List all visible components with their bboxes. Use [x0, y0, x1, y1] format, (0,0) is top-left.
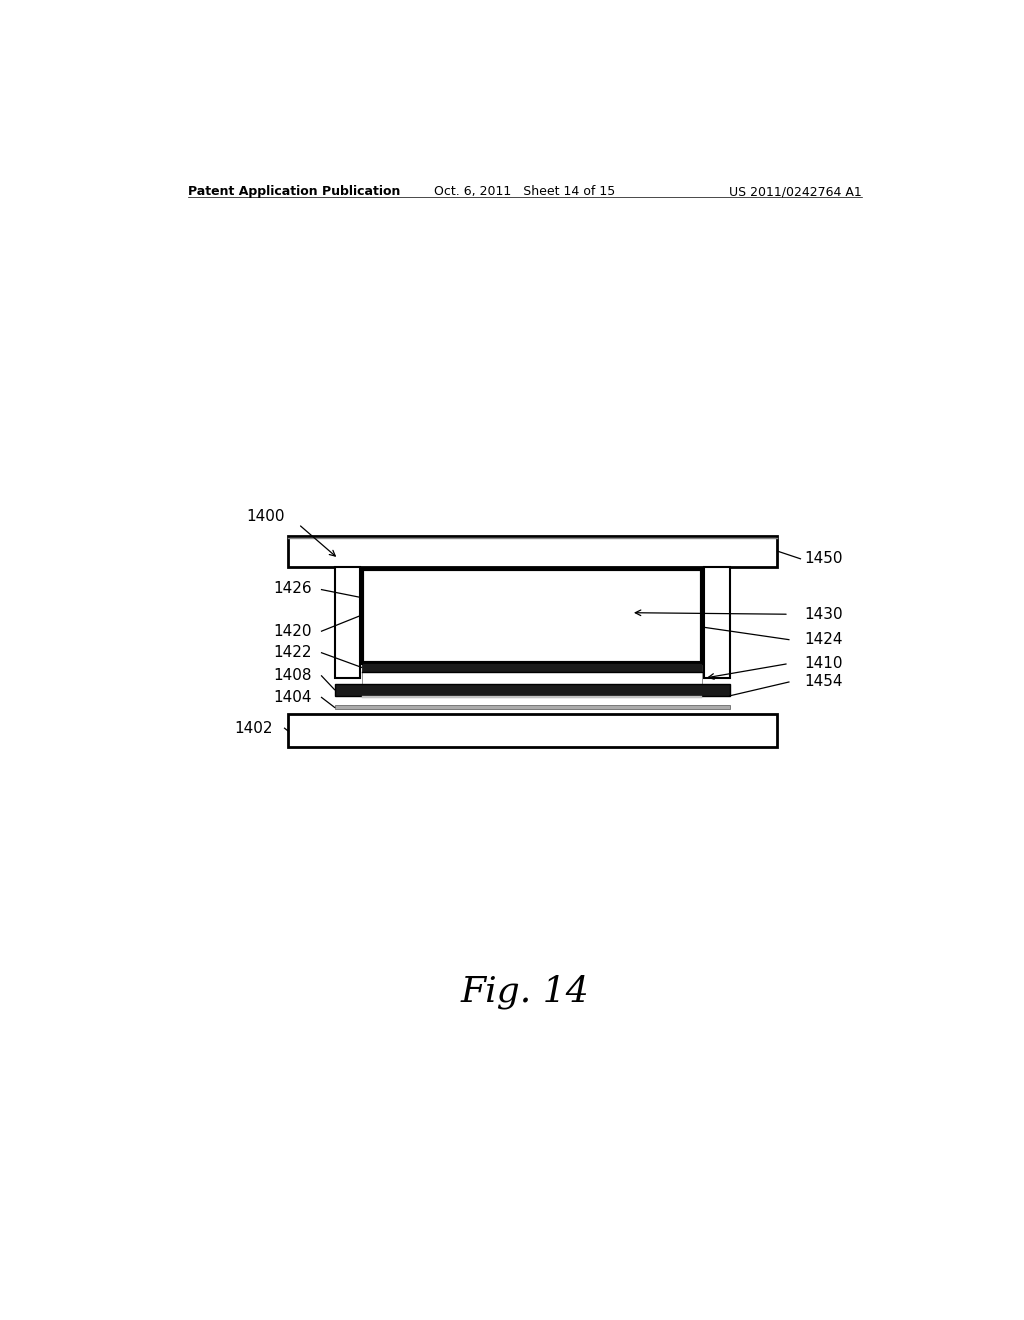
Text: 1408: 1408 — [273, 668, 311, 684]
Bar — [361, 696, 701, 698]
Bar — [361, 672, 701, 684]
Text: 1404: 1404 — [273, 690, 311, 705]
Text: 1402: 1402 — [234, 721, 273, 735]
Text: 1430: 1430 — [804, 607, 843, 622]
Bar — [289, 714, 777, 747]
Text: 1424: 1424 — [804, 632, 843, 647]
Text: Patent Application Publication: Patent Application Publication — [188, 185, 400, 198]
Text: Oct. 6, 2011   Sheet 14 of 15: Oct. 6, 2011 Sheet 14 of 15 — [434, 185, 615, 198]
Bar — [361, 569, 701, 663]
Bar — [335, 566, 360, 678]
Bar — [335, 684, 730, 696]
Text: 1422: 1422 — [273, 645, 311, 660]
Text: 1426: 1426 — [272, 581, 311, 595]
Bar — [361, 663, 701, 672]
Text: Fig. 14: Fig. 14 — [461, 974, 589, 1008]
Text: 1450: 1450 — [804, 552, 843, 566]
Text: 1400: 1400 — [246, 510, 285, 524]
Text: 1454: 1454 — [804, 675, 843, 689]
Bar — [289, 536, 777, 566]
Bar — [335, 705, 730, 709]
Bar — [705, 566, 730, 678]
Text: US 2011/0242764 A1: US 2011/0242764 A1 — [729, 185, 862, 198]
Text: 1410: 1410 — [804, 656, 843, 671]
Text: 1420: 1420 — [273, 623, 311, 639]
